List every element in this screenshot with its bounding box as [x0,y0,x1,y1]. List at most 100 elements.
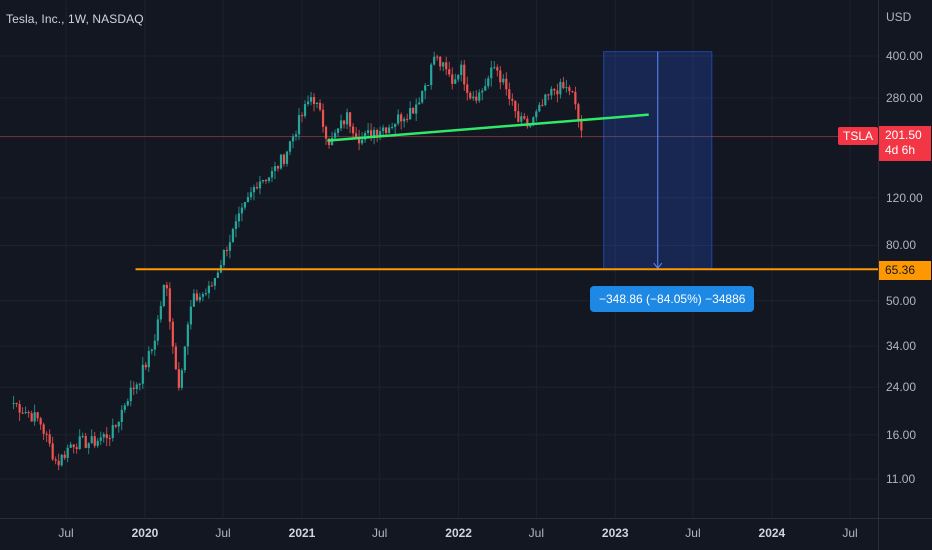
candle-down [469,92,472,99]
candle-up [117,422,120,427]
candle-up [484,86,487,91]
candle-up [397,114,400,124]
candle-up [373,129,376,138]
currency-label: USD [886,10,912,24]
candle-up [228,242,232,251]
candle-up [156,319,159,341]
candle-up [186,324,189,347]
candle-down [348,112,352,127]
candle-up [430,64,433,85]
candle-down [177,369,180,388]
candle-down [541,104,544,106]
x-tick-label: Jul [528,526,544,540]
candle-up [102,434,105,438]
candle-down [39,418,42,425]
candle-up [222,249,226,266]
candle-down [526,118,529,127]
candle-up [457,74,460,80]
candle-up [147,351,150,368]
candle-up [216,272,220,278]
candle-down [406,118,409,120]
candle-up [544,94,547,106]
candle-down [63,454,66,458]
candle-down [354,133,358,138]
chart-title: Tesla, Inc., 1W, NASDAQ [6,12,144,26]
candle-up [111,425,114,439]
candle-down [547,94,550,96]
candle-up [330,137,334,146]
candle-up [442,62,445,67]
candle-up [234,221,238,229]
candle-up [150,349,153,352]
last-price-tag: 201.50 4d 6h [879,126,931,161]
candle-down [370,130,373,138]
candle-down [108,438,111,440]
candle-up [159,306,162,320]
y-tick-label: 24.00 [886,380,917,395]
candle-up [394,123,397,127]
candle-up [490,67,493,79]
candle-down [195,293,198,301]
candle-up [294,134,298,137]
candle-down [553,88,556,91]
candle-up [535,111,538,118]
candle-down [57,460,60,466]
candle-up [138,383,141,385]
candle-up [418,102,421,105]
candle-up [207,285,210,294]
candle-down [562,82,565,89]
x-tick-label: Jul [58,526,74,540]
candle-up [78,436,81,450]
y-tick-label: 50.00 [886,293,917,308]
y-tick-label: 400.00 [886,49,923,63]
candle-down [264,179,268,182]
candle-down [174,346,177,370]
candle-down [21,412,24,414]
candle-up [493,67,496,69]
candle-down [255,187,259,189]
y-tick-label: 80.00 [886,238,917,253]
candle-down [225,249,229,251]
candle-up [153,340,156,350]
x-tick-label: 2021 [288,526,316,540]
candle-up [198,296,201,301]
candle-up [261,179,265,182]
x-tick-label: Jul [215,526,231,540]
candle-up [366,130,370,134]
candle-up [123,405,126,410]
x-tick-label: Jul [842,526,858,540]
candle-up [141,364,144,384]
candle-up [213,277,217,286]
candle-down [276,166,280,169]
candle-up [249,192,253,198]
candle-down [42,424,45,434]
candle-down [30,413,33,422]
candle-down [568,87,571,92]
candle-up [502,78,505,83]
candle-down [511,98,514,101]
candle-up [231,228,235,243]
candle-down [282,154,286,164]
candle-up [333,132,337,138]
last-price-value: 201.50 [885,128,922,142]
candle-down [210,285,214,287]
candle-down [499,70,502,83]
x-tick-label: 2022 [445,526,472,540]
candle-up [421,90,424,103]
candle-up [454,79,457,84]
candle-down [556,90,559,95]
candle-up [382,127,385,132]
candle-down [451,74,454,84]
candle-up [478,92,481,101]
candle-up [279,154,283,169]
candle-up [345,112,349,125]
candle-up [339,120,343,129]
candle-up [267,177,271,182]
candle-up [204,293,207,295]
candle-up [379,131,382,136]
candle-up [126,401,129,406]
candle-down [48,434,51,444]
candle-down [84,436,87,448]
x-tick-label: 2023 [601,526,629,540]
